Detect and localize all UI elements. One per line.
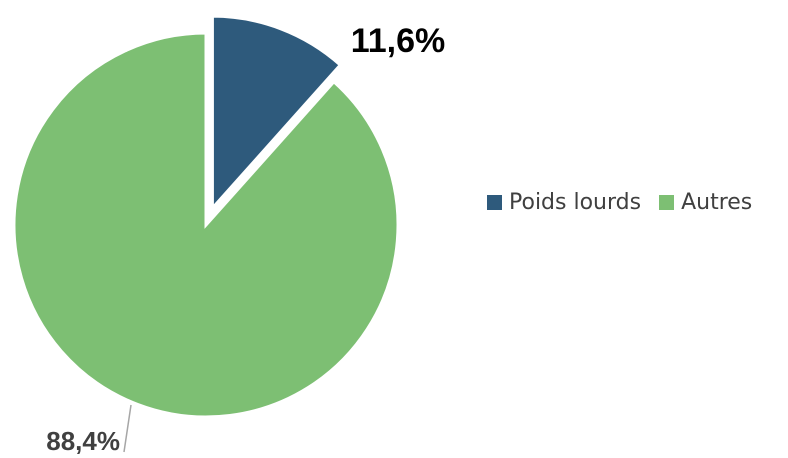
pie-slice-poids-lourds: [210, 14, 343, 213]
pie-slice-autres: [12, 31, 400, 419]
leader-line-autres: [123, 404, 132, 453]
legend-item-poids-lourds: Poids lourds: [487, 190, 641, 215]
chart-legend: Poids lourds Autres: [487, 190, 752, 215]
data-label-autres: 88,4%: [46, 426, 120, 456]
data-label-poids-lourds: 11,6%: [351, 22, 446, 60]
legend-item-autres: Autres: [659, 190, 752, 215]
legend-swatch-autres: [659, 195, 675, 210]
legend-label-poids-lourds: Poids lourds: [509, 190, 642, 215]
legend-label-autres: Autres: [681, 190, 753, 215]
legend-swatch-poids-lourds: [487, 195, 502, 210]
